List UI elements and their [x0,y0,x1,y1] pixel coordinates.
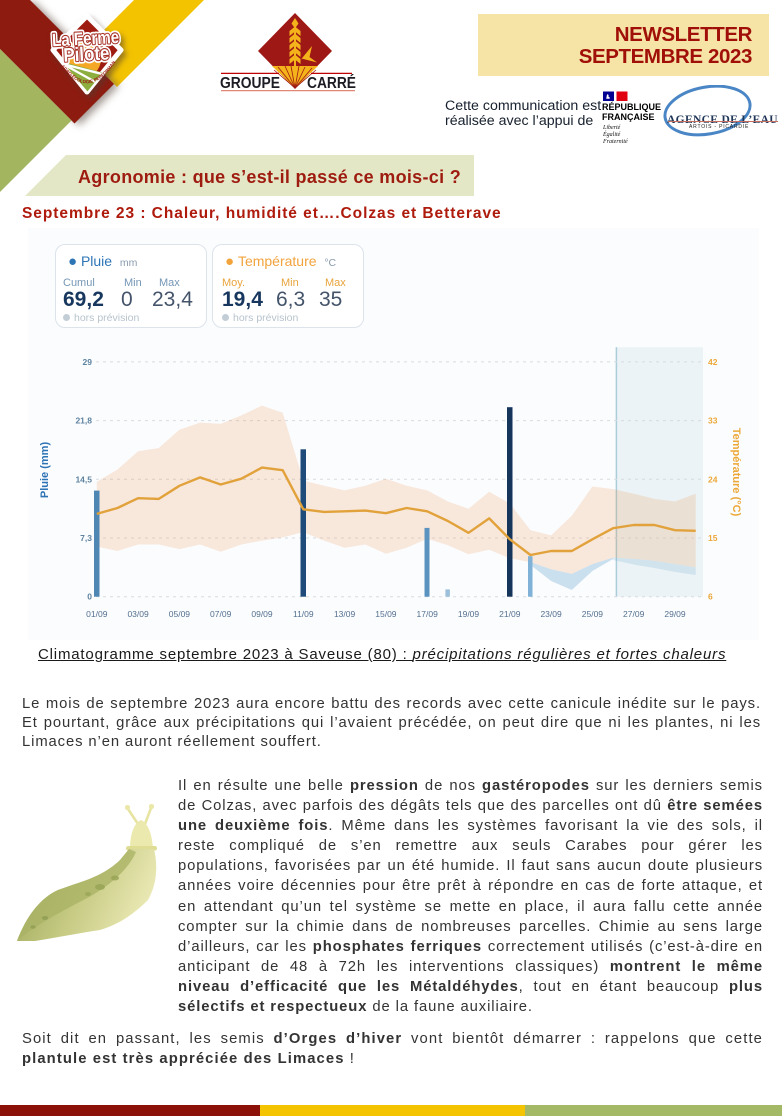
svg-text:25/09: 25/09 [582,609,604,619]
svg-text:La Ferme: La Ferme [52,27,120,50]
svg-text:05/09: 05/09 [169,609,191,619]
svg-text:Température (°C): Température (°C) [730,428,742,517]
svg-text:33: 33 [708,416,718,426]
svg-text:RÉPUBLIQUE: RÉPUBLIQUE [602,102,661,112]
svg-text:27/09: 27/09 [623,609,645,619]
svg-text:17/09: 17/09 [417,609,439,619]
svg-text:AGENCE DE L’EAU: AGENCE DE L’EAU [667,114,778,126]
svg-text:09/09: 09/09 [251,609,273,619]
svg-text:GROUPE: GROUPE [220,75,280,92]
svg-text:Fraternité: Fraternité [602,139,628,145]
svg-text:07/09: 07/09 [210,609,232,619]
svg-text:01/09: 01/09 [86,609,108,619]
svg-text:6: 6 [708,592,713,602]
svg-text:19/09: 19/09 [458,609,480,619]
svg-text:Égalité: Égalité [602,130,621,138]
svg-text:21,8: 21,8 [75,416,92,426]
svg-text:42: 42 [708,357,718,367]
svg-text:0: 0 [87,592,92,602]
svg-text:FRANÇAISE: FRANÇAISE [602,112,655,122]
svg-text:CARRÉ: CARRÉ [307,73,356,92]
svg-text:13/09: 13/09 [334,609,356,619]
svg-text:Pluie (mm): Pluie (mm) [39,442,51,499]
svg-text:ARTOIS - PICARDIE: ARTOIS - PICARDIE [689,124,749,130]
svg-text:29: 29 [83,357,93,367]
svg-text:Liberté: Liberté [602,125,621,131]
svg-text:11/09: 11/09 [293,609,314,619]
svg-text:14,5: 14,5 [75,474,92,484]
svg-text:7,3: 7,3 [80,533,92,543]
svg-text:Pilote: Pilote [63,42,110,66]
svg-text:Pilote: Pilote [63,42,110,66]
svg-text:15/09: 15/09 [375,609,397,619]
svg-text:21/09: 21/09 [499,609,521,619]
svg-text:24: 24 [708,474,718,484]
svg-text:La Ferme: La Ferme [52,27,120,50]
svg-text:03/09: 03/09 [127,609,149,619]
svg-text:15: 15 [708,533,718,543]
svg-text:23/09: 23/09 [540,609,562,619]
svg-text:29/09: 29/09 [664,609,686,619]
svg-text:Pilote: Pilote [63,42,110,66]
